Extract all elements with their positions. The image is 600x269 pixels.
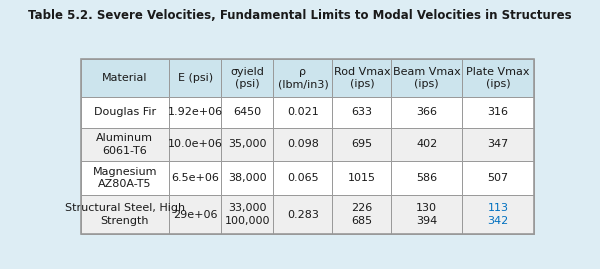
Text: 507: 507 <box>488 173 509 183</box>
Bar <box>391 97 462 128</box>
Text: 347: 347 <box>487 139 509 149</box>
Text: Aluminum
6061-T6: Aluminum 6061-T6 <box>97 133 154 156</box>
Bar <box>462 128 535 161</box>
Bar <box>80 195 169 234</box>
Bar <box>221 128 274 161</box>
Text: 113
342: 113 342 <box>487 203 509 226</box>
Text: 0.065: 0.065 <box>287 173 319 183</box>
Bar <box>391 128 462 161</box>
Bar <box>274 195 332 234</box>
Text: Beam Vmax
(ips): Beam Vmax (ips) <box>393 66 461 89</box>
Text: 366: 366 <box>416 107 437 117</box>
Bar <box>462 59 535 97</box>
Text: 695: 695 <box>352 139 373 149</box>
Bar <box>169 128 221 161</box>
Bar <box>169 161 221 195</box>
Bar <box>462 161 535 195</box>
Bar <box>80 128 169 161</box>
Bar <box>274 128 332 161</box>
Bar <box>221 97 274 128</box>
Bar <box>221 195 274 234</box>
Bar <box>462 97 535 128</box>
Text: 0.283: 0.283 <box>287 210 319 220</box>
Bar <box>274 59 332 97</box>
Text: 586: 586 <box>416 173 437 183</box>
Text: 38,000: 38,000 <box>228 173 266 183</box>
Text: Rod Vmax
(ips): Rod Vmax (ips) <box>334 66 390 89</box>
Text: 35,000: 35,000 <box>228 139 266 149</box>
Text: ρ
(lbm/in3): ρ (lbm/in3) <box>278 66 328 89</box>
Bar <box>391 59 462 97</box>
Bar <box>274 97 332 128</box>
Text: 6450: 6450 <box>233 107 262 117</box>
Bar <box>221 59 274 97</box>
Bar <box>332 59 391 97</box>
Bar <box>391 195 462 234</box>
Text: Material: Material <box>102 73 148 83</box>
Bar <box>391 161 462 195</box>
Text: 6.5e+06: 6.5e+06 <box>171 173 219 183</box>
Text: 633: 633 <box>352 107 373 117</box>
Text: 0.021: 0.021 <box>287 107 319 117</box>
Bar <box>332 97 391 128</box>
Text: Douglas Fir: Douglas Fir <box>94 107 156 117</box>
Bar <box>462 195 535 234</box>
Text: σyield
(psi): σyield (psi) <box>230 66 265 89</box>
Text: 1.92e+06: 1.92e+06 <box>167 107 223 117</box>
Text: Structural Steel, High
Strength: Structural Steel, High Strength <box>65 203 185 226</box>
Bar <box>332 161 391 195</box>
Bar <box>80 161 169 195</box>
Bar <box>332 128 391 161</box>
Bar <box>274 161 332 195</box>
Text: 10.0e+06: 10.0e+06 <box>168 139 223 149</box>
Text: 33,000
100,000: 33,000 100,000 <box>224 203 270 226</box>
Bar <box>221 161 274 195</box>
Bar <box>169 195 221 234</box>
Text: 1015: 1015 <box>348 173 376 183</box>
Text: 316: 316 <box>488 107 509 117</box>
Text: Magnesium
AZ80A-T5: Magnesium AZ80A-T5 <box>92 167 157 189</box>
Text: 402: 402 <box>416 139 437 149</box>
Text: 29e+06: 29e+06 <box>173 210 217 220</box>
Text: Plate Vmax
(ips): Plate Vmax (ips) <box>466 66 530 89</box>
Text: E (psi): E (psi) <box>178 73 213 83</box>
Text: 226
685: 226 685 <box>352 203 373 226</box>
Bar <box>169 97 221 128</box>
Bar <box>332 195 391 234</box>
Bar <box>80 59 535 234</box>
Bar <box>80 59 169 97</box>
Bar <box>169 59 221 97</box>
Text: 0.098: 0.098 <box>287 139 319 149</box>
Text: Table 5.2. Severe Velocities, Fundamental Limits to Modal Velocities in Structur: Table 5.2. Severe Velocities, Fundamenta… <box>28 9 572 22</box>
Bar <box>80 97 169 128</box>
Text: 130
394: 130 394 <box>416 203 437 226</box>
